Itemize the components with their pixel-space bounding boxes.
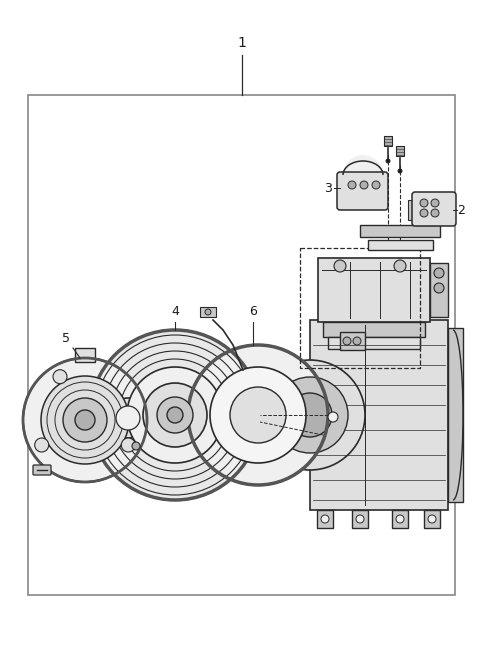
Circle shape <box>255 360 365 470</box>
Bar <box>317 510 333 528</box>
Bar <box>260 408 315 422</box>
Circle shape <box>398 169 402 173</box>
Text: 1: 1 <box>238 36 246 50</box>
Circle shape <box>75 410 95 430</box>
Bar <box>430 263 448 317</box>
Circle shape <box>230 387 286 443</box>
Circle shape <box>321 515 329 523</box>
Bar <box>396 146 404 156</box>
Circle shape <box>428 515 436 523</box>
Circle shape <box>434 268 444 278</box>
Circle shape <box>121 438 135 452</box>
Bar <box>318 258 430 322</box>
Circle shape <box>132 442 140 450</box>
Circle shape <box>434 283 444 293</box>
Text: 3: 3 <box>324 182 332 194</box>
Text: 5: 5 <box>62 332 70 345</box>
Bar <box>300 248 420 368</box>
Bar <box>392 510 408 528</box>
Bar <box>310 320 448 510</box>
Bar <box>352 510 368 528</box>
Text: 2: 2 <box>457 203 465 216</box>
Circle shape <box>63 398 107 442</box>
Bar <box>424 510 440 528</box>
Circle shape <box>127 367 223 463</box>
Bar <box>360 225 440 237</box>
Circle shape <box>420 199 428 207</box>
Bar <box>448 328 463 502</box>
Circle shape <box>167 407 183 423</box>
Circle shape <box>360 181 368 189</box>
Circle shape <box>188 345 328 485</box>
Circle shape <box>353 337 361 345</box>
FancyBboxPatch shape <box>412 192 456 226</box>
Circle shape <box>420 209 428 217</box>
Circle shape <box>288 393 332 437</box>
Bar <box>340 332 365 350</box>
Circle shape <box>394 260 406 272</box>
Circle shape <box>116 406 140 430</box>
Bar <box>200 307 216 317</box>
Circle shape <box>386 159 390 163</box>
Bar <box>75 348 95 362</box>
Circle shape <box>431 209 439 217</box>
Bar <box>408 200 418 220</box>
Circle shape <box>431 199 439 207</box>
Text: 4: 4 <box>171 305 179 318</box>
Bar <box>368 240 433 250</box>
Circle shape <box>41 376 129 464</box>
Wedge shape <box>343 155 383 175</box>
Circle shape <box>348 181 356 189</box>
Circle shape <box>356 515 364 523</box>
Circle shape <box>396 515 404 523</box>
Circle shape <box>328 412 338 422</box>
Bar <box>28 95 455 595</box>
Circle shape <box>90 330 260 500</box>
Circle shape <box>108 398 148 438</box>
Bar <box>250 410 262 420</box>
Circle shape <box>343 337 351 345</box>
Circle shape <box>143 383 207 447</box>
Bar <box>384 136 392 146</box>
Circle shape <box>272 377 348 453</box>
Text: 6: 6 <box>249 305 257 318</box>
FancyBboxPatch shape <box>33 465 51 475</box>
FancyBboxPatch shape <box>337 172 388 210</box>
Bar <box>323 322 425 337</box>
Circle shape <box>35 438 48 452</box>
Bar <box>328 337 420 349</box>
Circle shape <box>210 367 306 463</box>
Circle shape <box>334 260 346 272</box>
Circle shape <box>23 358 147 482</box>
Circle shape <box>53 370 67 384</box>
Circle shape <box>157 397 193 433</box>
Circle shape <box>205 309 211 315</box>
Circle shape <box>372 181 380 189</box>
